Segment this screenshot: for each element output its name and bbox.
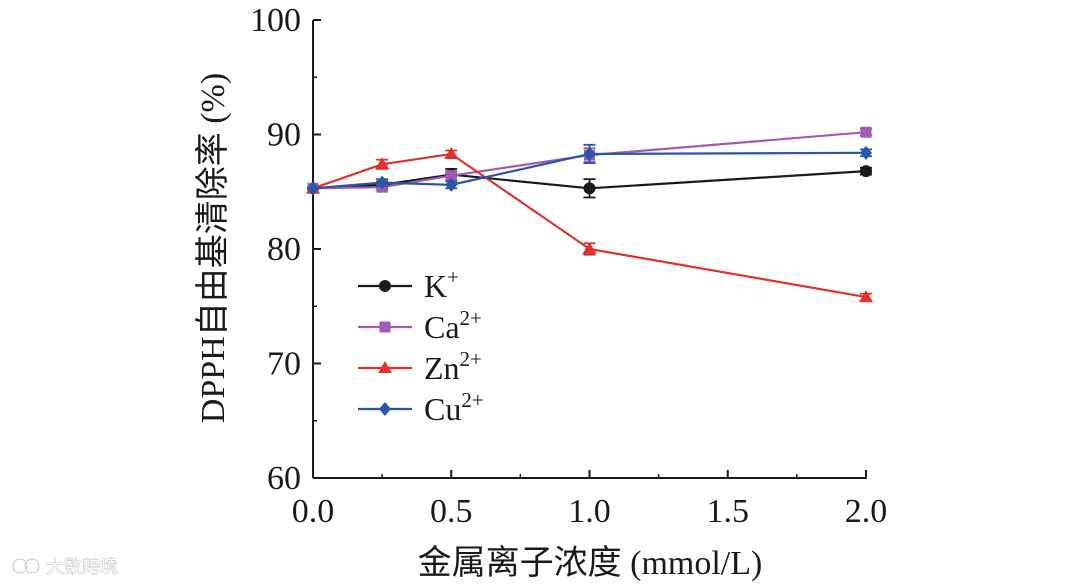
x-tick-label: 0.5	[430, 493, 473, 530]
x-axis-title: 金属离子浓度 (mmol/L)	[418, 544, 763, 582]
legend-item-ca: Ca2+	[358, 306, 482, 345]
data-point-k	[583, 182, 596, 195]
logo-icon	[11, 557, 41, 575]
data-point-cu	[307, 181, 319, 196]
x-tick-label: 1.0	[568, 493, 611, 530]
legend-label-zn: Zn2+	[424, 347, 482, 386]
tick-marks	[312, 19, 867, 479]
data-point-cu	[376, 175, 389, 190]
x-tick-label: 2.0	[845, 493, 888, 530]
watermark: 大数跨境	[11, 557, 118, 577]
legend-item-k: K+	[358, 265, 459, 304]
y-tick-label: 90	[267, 117, 301, 154]
data-point-cu	[860, 145, 872, 160]
legend-marker-zn	[378, 361, 392, 373]
legend-label-k: K+	[424, 265, 459, 304]
tick-labels: 60 70 80 90 100 0.0 0.5 1.0 1.5 2.0	[250, 2, 887, 530]
data-point-cu	[445, 177, 458, 192]
legend-item-cu: Cu2+	[358, 388, 484, 427]
x-tick-label: 1.5	[707, 493, 750, 530]
y-axis-title: DPPH自由基清除率 (%)	[194, 73, 232, 423]
legend-marker-k	[379, 280, 391, 292]
series-zn	[306, 146, 873, 303]
x-tick-label: 0.0	[292, 493, 335, 530]
y-tick-label: 60	[267, 460, 301, 497]
watermark-text: 大数跨境	[46, 557, 118, 577]
series-k	[307, 165, 872, 199]
legend-item-zn: Zn2+	[358, 347, 482, 386]
y-tick-label: 100	[250, 2, 301, 39]
legend-marker-cu	[379, 402, 391, 416]
data-point-cu	[583, 146, 596, 161]
series-layer	[306, 126, 873, 303]
data-point-k	[860, 165, 872, 178]
legend: K+Ca2+Zn2+Cu2+	[358, 265, 484, 427]
data-point-zn	[444, 146, 459, 159]
legend-label-ca: Ca2+	[424, 306, 482, 345]
y-tick-label: 70	[267, 346, 301, 383]
series-cu	[307, 143, 872, 196]
y-tick-label: 80	[267, 231, 301, 268]
legend-label-cu: Cu2+	[424, 388, 484, 427]
legend-marker-ca	[379, 321, 391, 333]
data-point-zn	[375, 157, 390, 170]
data-point-zn	[582, 242, 597, 254]
data-point-ca	[445, 170, 457, 182]
data-point-ca	[860, 126, 872, 138]
data-point-zn	[859, 290, 873, 303]
